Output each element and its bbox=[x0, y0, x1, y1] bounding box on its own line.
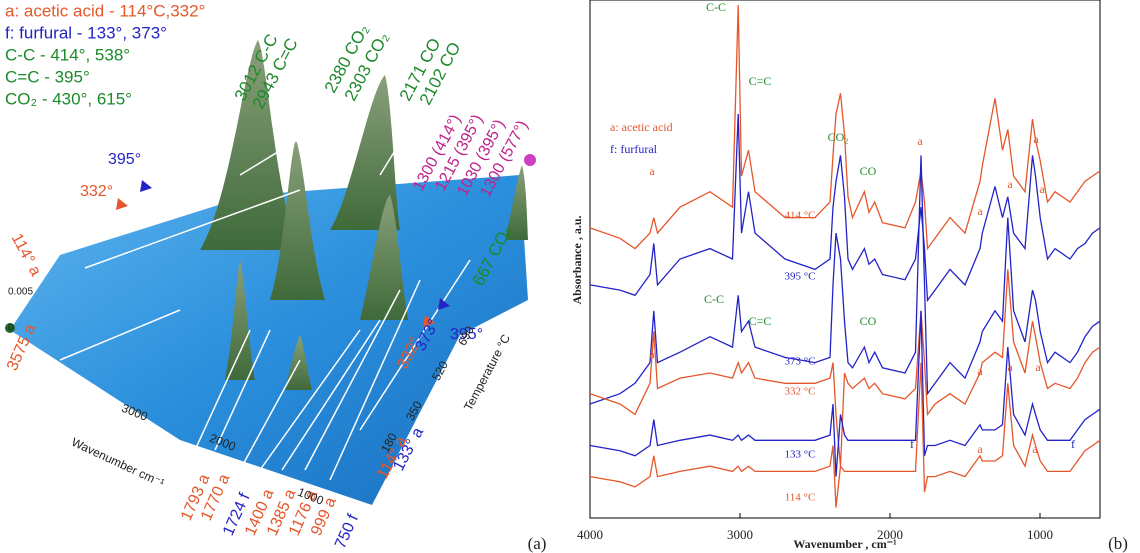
x-tick-label: 2000 bbox=[877, 527, 903, 542]
annotation: C-C bbox=[706, 0, 726, 14]
annotation: a bbox=[649, 347, 655, 361]
surface-peak bbox=[330, 75, 400, 230]
marker bbox=[524, 154, 536, 166]
series-label: 373 °C bbox=[785, 356, 816, 368]
x-axis-label: Wavenumber cm⁻¹ bbox=[69, 435, 166, 490]
plot-frame bbox=[589, 0, 1101, 519]
temperature-marker: 114° a bbox=[8, 231, 44, 279]
y-axis-label: Absorbance , a.u. bbox=[570, 215, 584, 304]
surface-peak bbox=[200, 40, 300, 250]
annotation: C=C bbox=[749, 74, 772, 88]
annotation: a bbox=[1007, 360, 1013, 374]
surface-peak bbox=[360, 195, 408, 320]
z-tick-label: 0 bbox=[8, 323, 14, 334]
spectrum bbox=[589, 362, 1101, 508]
annotation: a bbox=[1035, 360, 1041, 374]
annotation: a bbox=[977, 204, 983, 218]
wavenumber-label: 750 f bbox=[332, 511, 362, 551]
legend-text: f: furfural - 133°, 373° bbox=[5, 23, 167, 42]
annotation: a bbox=[917, 134, 923, 148]
temperature-marker: 395° bbox=[108, 151, 141, 168]
legend-text: a: acetic acid bbox=[610, 120, 673, 134]
arrows bbox=[59, 109, 471, 481]
marker bbox=[116, 198, 128, 210]
surface-peak bbox=[225, 260, 255, 380]
z-tick-label: 0.005 bbox=[8, 287, 33, 298]
annotation: a bbox=[649, 164, 655, 178]
series-label: 414 °C bbox=[785, 210, 816, 222]
marker bbox=[423, 315, 435, 327]
surface-peak bbox=[505, 165, 528, 240]
panel-label: (b) bbox=[1108, 534, 1128, 553]
panel-label: (a) bbox=[528, 534, 547, 553]
series-label: 332 °C bbox=[785, 386, 816, 398]
surface-plot bbox=[5, 40, 536, 505]
annotation: C=C bbox=[749, 314, 772, 328]
x-tick-label: 1000 bbox=[1027, 527, 1053, 542]
temperature-marker: 332° bbox=[80, 183, 113, 200]
spectrum bbox=[589, 310, 1101, 477]
marker bbox=[140, 180, 152, 192]
annotation: a bbox=[1032, 442, 1038, 456]
series-label: 395 °C bbox=[785, 271, 816, 283]
annotation: f bbox=[1071, 437, 1075, 451]
legend-text: C=C - 395° bbox=[5, 67, 90, 86]
spectrum bbox=[589, 113, 1101, 303]
spectrum bbox=[589, 5, 1101, 251]
temperature-marker: 395° bbox=[450, 326, 483, 343]
annotation: f bbox=[910, 437, 914, 451]
legend-text: a: acetic acid - 114°C,332° bbox=[5, 1, 205, 20]
annotation: C-C bbox=[704, 292, 724, 306]
x-tick-label: 3000 bbox=[727, 527, 753, 542]
annotation: a bbox=[1033, 132, 1039, 146]
spectrum bbox=[589, 155, 1101, 405]
annotation: a bbox=[977, 364, 983, 378]
legend-text: C-C - 414°, 538° bbox=[5, 45, 130, 64]
legend-text: f: furfural bbox=[610, 142, 658, 156]
annotation: CO bbox=[860, 314, 877, 328]
legend-text: CO₂ - 430°, 615° bbox=[5, 89, 132, 108]
series-label: 114 °C bbox=[785, 492, 816, 504]
annotation: CO bbox=[860, 164, 877, 178]
annotation: a bbox=[977, 442, 983, 456]
marker bbox=[438, 298, 450, 310]
spectrum bbox=[589, 269, 1101, 467]
annotation: a bbox=[1039, 182, 1045, 196]
marker bbox=[5, 323, 15, 333]
annotation: a bbox=[1007, 177, 1013, 191]
annotation: CO₂ bbox=[828, 130, 849, 144]
surface-peak bbox=[270, 140, 325, 300]
x-axis-label: Wavenumber , cm⁻¹ bbox=[793, 537, 897, 551]
x-tick-label: 4000 bbox=[577, 527, 603, 542]
series-label: 133 °C bbox=[785, 449, 816, 461]
